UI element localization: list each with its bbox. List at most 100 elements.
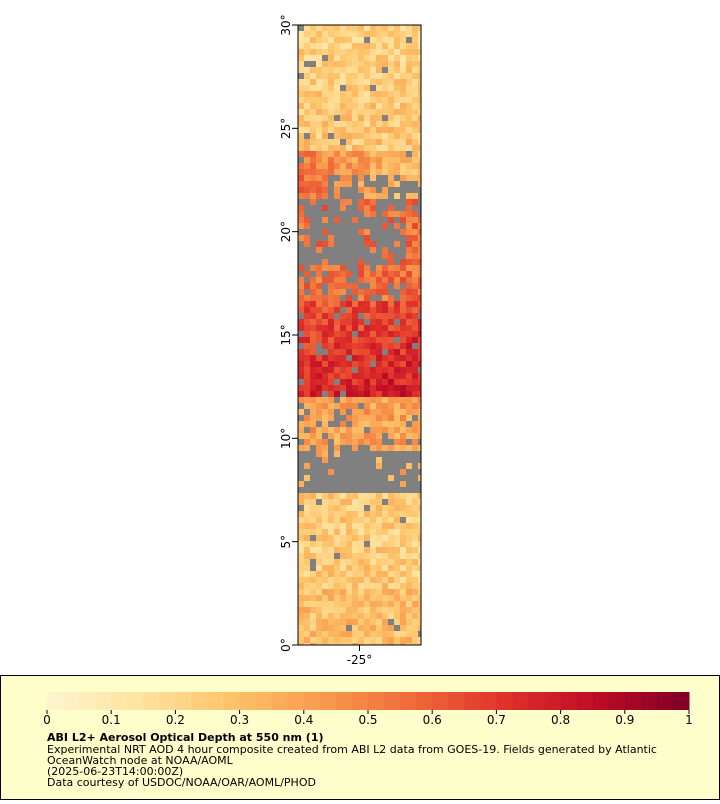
raster-cell <box>328 643 334 645</box>
raster-cell <box>358 289 364 295</box>
raster-cell <box>370 385 376 391</box>
raster-cell <box>406 205 412 211</box>
raster-cell <box>406 583 412 589</box>
raster-cell <box>400 529 406 535</box>
raster-cell <box>400 253 406 259</box>
raster-cell <box>400 175 406 181</box>
colorbar: 0 0.1 0.2 0.3 0.4 0.5 0.6 0.7 0.8 0.9 1 <box>43 692 693 727</box>
raster-cell <box>328 313 334 319</box>
raster-cell <box>412 583 418 589</box>
raster-cell <box>376 133 382 139</box>
raster-cell <box>358 595 364 601</box>
raster-cell <box>388 541 394 547</box>
raster-cell <box>352 145 358 151</box>
raster-cell <box>394 607 400 613</box>
raster-cell <box>328 169 334 175</box>
raster-cell <box>400 337 406 343</box>
raster-cell <box>394 493 400 499</box>
raster-cell <box>304 115 310 121</box>
raster-cell <box>400 109 406 115</box>
raster-cell <box>334 271 340 277</box>
raster-cell <box>328 355 334 361</box>
raster-cell <box>352 277 358 283</box>
y-tick-label: 20° <box>279 221 293 242</box>
raster-cell <box>328 409 334 415</box>
raster-cell <box>334 43 340 49</box>
raster-cell <box>328 283 334 289</box>
raster-cell <box>334 325 340 331</box>
raster-cell <box>298 601 304 607</box>
raster-cell <box>382 283 388 289</box>
raster-cell <box>340 307 346 313</box>
raster-cell <box>370 109 376 115</box>
raster-cell <box>376 61 382 67</box>
raster-cell <box>388 457 394 463</box>
raster-cell <box>298 505 304 511</box>
raster-cell <box>298 451 304 457</box>
raster-cell <box>376 253 382 259</box>
raster-cell <box>364 85 370 91</box>
raster-cell <box>304 625 310 631</box>
raster-cell <box>304 97 310 103</box>
raster-cell <box>298 181 304 187</box>
raster-cell <box>328 73 334 79</box>
raster-cell <box>400 547 406 553</box>
raster-cell <box>376 451 382 457</box>
raster-cell <box>322 355 328 361</box>
raster-cell <box>418 337 421 343</box>
raster-cell <box>304 79 310 85</box>
raster-cell <box>352 373 358 379</box>
raster-cell <box>382 589 388 595</box>
raster-cell <box>376 295 382 301</box>
raster-cell <box>328 199 334 205</box>
raster-cell <box>412 295 418 301</box>
raster-cell <box>388 601 394 607</box>
raster-cell <box>352 475 358 481</box>
raster-cell <box>376 415 382 421</box>
raster-cell <box>406 223 412 229</box>
raster-cell <box>370 205 376 211</box>
raster-cell <box>418 439 421 445</box>
raster-cell <box>298 31 304 37</box>
raster-cell <box>364 625 370 631</box>
raster-cell <box>376 289 382 295</box>
raster-cell <box>316 637 322 643</box>
raster-cell <box>328 193 334 199</box>
raster-cell <box>406 631 412 637</box>
raster-cell <box>328 175 334 181</box>
raster-cell <box>340 277 346 283</box>
raster-cell <box>376 613 382 619</box>
raster-cell <box>334 601 340 607</box>
raster-cell <box>322 559 328 565</box>
raster-cell <box>346 97 352 103</box>
raster-cell <box>298 523 304 529</box>
raster-cell <box>382 553 388 559</box>
raster-cell <box>358 217 364 223</box>
raster-cell <box>364 493 370 499</box>
raster-cell <box>304 613 310 619</box>
raster-cell <box>412 43 418 49</box>
x-tick-label: -25° <box>347 653 373 667</box>
raster-cell <box>394 187 400 193</box>
raster-cell <box>310 547 316 553</box>
colorbar-step <box>271 692 289 710</box>
raster-cell <box>394 589 400 595</box>
raster-cell <box>406 127 412 133</box>
raster-cell <box>352 289 358 295</box>
raster-cell <box>370 553 376 559</box>
raster-cell <box>412 223 418 229</box>
colorbar-tick-label: 0.2 <box>166 713 185 727</box>
raster-cell <box>412 337 418 343</box>
raster-cell <box>328 25 334 31</box>
raster-cell <box>310 337 316 343</box>
raster-cell <box>358 301 364 307</box>
raster-cell <box>418 115 421 121</box>
raster-cell <box>370 511 376 517</box>
raster-cell <box>316 109 322 115</box>
raster-cell <box>322 277 328 283</box>
raster-cell <box>316 535 322 541</box>
raster-cell <box>298 511 304 517</box>
raster-cell <box>304 295 310 301</box>
raster-cell <box>400 439 406 445</box>
raster-cell <box>298 343 304 349</box>
